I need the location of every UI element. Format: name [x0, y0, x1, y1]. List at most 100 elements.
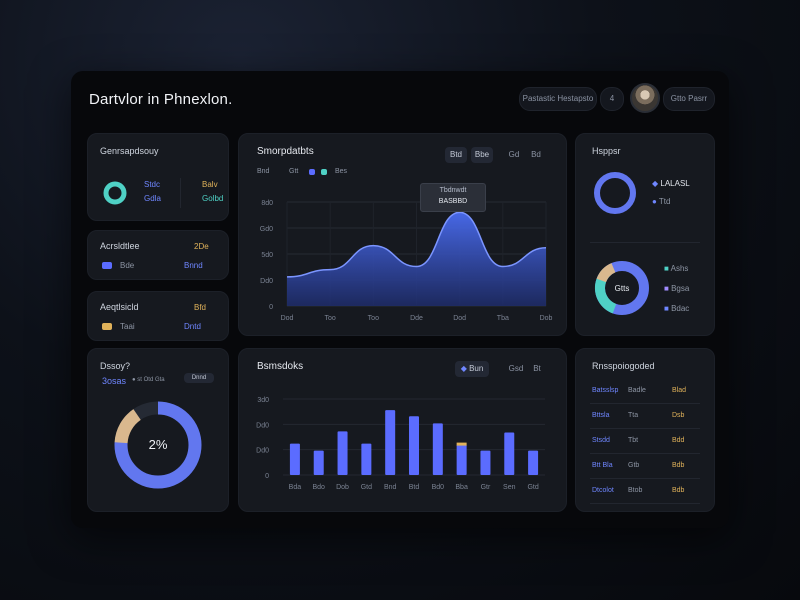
bar-chart: 3d0 Dd0 Dd0 0 Bda Bdo Dob Gtd Bnd Btd Bd0 Bba Gtr Sen…: [256, 397, 545, 491]
summary-value-2: Golbd: [202, 194, 224, 203]
area-tab-1[interactable]: Btd: [445, 147, 467, 163]
table-cell: Dtcolot: [592, 487, 614, 494]
donut-center-label: 2%: [149, 437, 168, 452]
bar-xtick-label: Gtd: [361, 484, 372, 491]
bar[interactable]: [504, 432, 515, 475]
summary-ring-label-1: Stdc: [144, 180, 161, 189]
area-ytick-label: 0: [269, 304, 273, 311]
bar-xtick-label: Bd0: [432, 484, 445, 491]
user-menu-button[interactable]: Gtto Pasrr: [663, 87, 715, 111]
right-top-divider: [590, 242, 700, 243]
right-top-legend-1-text: LALASL: [660, 179, 690, 188]
area-ytick-label: 8d0: [261, 200, 273, 207]
stat-card-1-row-value: Bnnd: [184, 261, 203, 270]
table-cell: Btt Bla: [592, 462, 613, 469]
summary-ring: [103, 181, 127, 205]
area-legend-3: Bes: [335, 168, 348, 175]
bar-highlight-cap: [456, 442, 467, 446]
summary-divider: [180, 178, 181, 208]
area-legend-dot-teal: [321, 169, 327, 175]
square-icon: ■: [664, 304, 672, 313]
area-series-fill: [287, 212, 546, 306]
bar-tab-2[interactable]: Gsd: [508, 364, 524, 373]
right-top-legend-2-text: Ttd: [658, 197, 671, 206]
bar[interactable]: [409, 416, 419, 475]
right-top-legend-1: ◆ LALASL: [652, 179, 690, 188]
bar-tab-1-label: Bun: [469, 364, 484, 373]
bar-tab-1[interactable]: ◆ Bun: [455, 361, 489, 377]
notification-button[interactable]: 4: [600, 87, 624, 111]
area-ytick-label: 5d0: [261, 252, 273, 259]
table-row-divider: [590, 428, 700, 429]
stat-card-2-icon: [102, 323, 112, 330]
area-xtick-label: Dod: [453, 315, 466, 322]
area-ytick-label: Gd0: [260, 226, 273, 233]
area-tab-2[interactable]: Bbe: [471, 147, 493, 163]
table-cell: Bdb: [672, 462, 685, 469]
area-tab-3[interactable]: Gd: [508, 150, 520, 159]
table-cell: Blad: [672, 387, 687, 394]
table-cell: Bdd: [672, 437, 685, 444]
area-xtick-label: Tba: [497, 315, 509, 322]
table-cell: Bdb: [672, 487, 685, 494]
bar-xtick-label: Dob: [336, 484, 349, 491]
bar[interactable]: [289, 443, 300, 475]
bar-xtick-label: Gtd: [527, 484, 538, 491]
right-top-donut: Gtts: [595, 261, 649, 316]
donut-card-title: Dssoy?: [100, 361, 131, 371]
avatar[interactable]: [630, 83, 660, 113]
donut-card: Dssoy? 3osas ● st Otd Gta Dnnd 2%: [87, 348, 229, 512]
bar-xtick-label: Bnd: [384, 484, 397, 491]
bar[interactable]: [313, 450, 324, 475]
bar[interactable]: [480, 450, 491, 475]
area-chart: 8d0 Gd0 5d0 Dd0 0 Dod Too Too Dde Dod Tba Dob: [260, 200, 553, 322]
bar-xtick-label: Gtr: [481, 484, 491, 491]
stat-card-2-row-label: Taai: [120, 322, 135, 331]
right-top-list-3-text: Bdac: [671, 304, 690, 313]
table-title: Rnsspoiogoded: [592, 361, 655, 371]
donut-card-subtitle: 3osas: [102, 376, 127, 386]
right-top-list-2: ■ Bgsa: [664, 284, 689, 293]
stat-card-1[interactable]: Acrsldtlee 2De Bde Bnnd: [87, 230, 229, 280]
area-xtick-label: Dde: [410, 315, 423, 322]
bar-xtick-label: Bba: [455, 484, 468, 491]
area-xtick-label: Too: [325, 315, 336, 322]
area-xtick-label: Dob: [540, 315, 553, 322]
bar-xtick-label: Bda: [289, 484, 302, 491]
square-icon: ■: [664, 264, 671, 273]
bar[interactable]: [456, 444, 467, 475]
area-tooltip-line-1: Tbdnwdt: [439, 187, 467, 194]
bar[interactable]: [361, 443, 372, 475]
right-top-legend-2: ● Ttd: [652, 197, 670, 206]
stat-card-2-row-value: Dntd: [184, 322, 201, 331]
area-tab-4[interactable]: Bd: [531, 150, 541, 159]
donut-arc-primary: [114, 401, 202, 489]
donut-card-button[interactable]: Dnnd: [184, 373, 214, 383]
right-top-list-3: ■ Bdac: [664, 304, 689, 313]
bar[interactable]: [432, 423, 443, 475]
stat-card-1-row-label: Bde: [120, 261, 135, 270]
table-cell: Tbt: [628, 437, 639, 444]
search-pill[interactable]: Pastastic Hestapsto: [519, 87, 597, 111]
dashboard-frame: Dartvlor in Phnexlon. Pastastic Hestapst…: [71, 71, 729, 528]
area-tooltip-line-2: BASBBD: [438, 198, 468, 205]
stat-card-1-title: Acrsldtlee: [100, 241, 140, 251]
area-tooltip: Tbdnwdt BASBBD: [420, 183, 486, 212]
table-cell: Batsslsp: [592, 387, 619, 394]
bar[interactable]: [337, 431, 348, 475]
bar-ytick-label: 3d0: [257, 397, 269, 404]
diamond-icon: ◆: [460, 364, 470, 373]
area-chart-title: Smorpdatbts: [257, 146, 314, 157]
bar-chart-card: Bsmsdoks ◆ Bun Gsd Bt 3d0 Dd0 Dd0 0 Bda Bdo Do…: [238, 348, 567, 512]
bar-ytick-label: Dd0: [256, 448, 269, 455]
bar-ytick-label: 0: [265, 473, 269, 480]
table-row-divider: [590, 478, 700, 479]
bar[interactable]: [385, 410, 396, 475]
area-legend-dot-blue: [309, 169, 315, 175]
bar[interactable]: [528, 450, 539, 475]
bar-tab-3[interactable]: Bt: [533, 364, 541, 373]
stat-card-2[interactable]: Aeqtlsicld Bfd Taai Dntd: [87, 291, 229, 341]
right-top-title: Hsppsr: [592, 146, 621, 156]
area-xtick-label: Dod: [281, 315, 294, 322]
area-xtick-label: Too: [368, 315, 379, 322]
